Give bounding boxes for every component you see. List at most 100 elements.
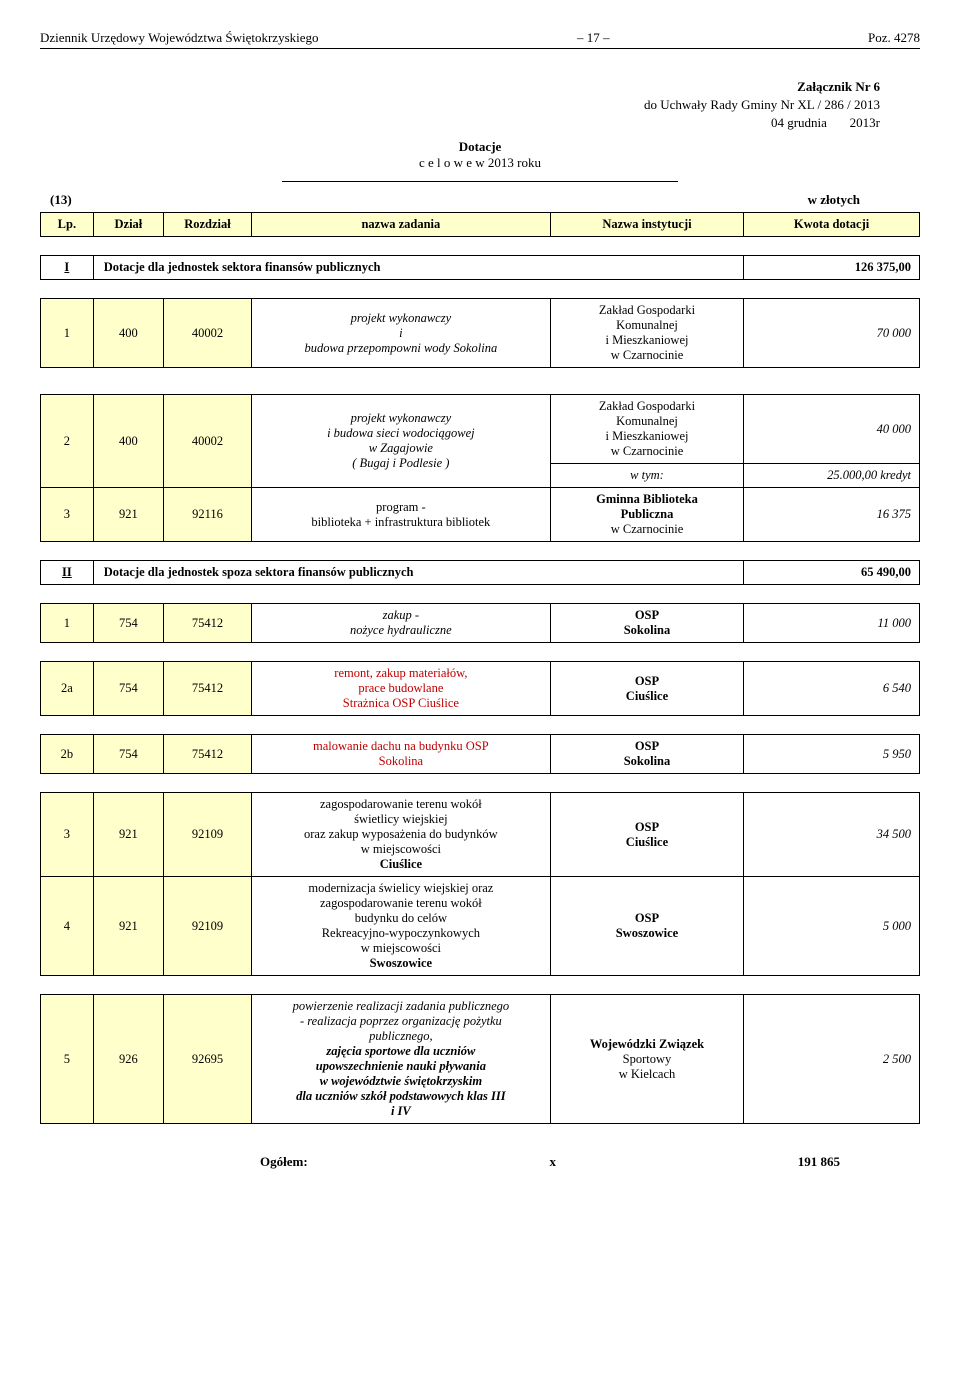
cell-dzial: 754 [93, 662, 163, 716]
cell-lp: 4 [41, 877, 94, 976]
table-row: 140040002projekt wykonawczyibudowa przep… [41, 299, 920, 368]
cell-zadanie: projekt wykonawczyibudowa przepompowni w… [251, 299, 550, 368]
cell-zadanie: powierzenie realizacji zadania publiczne… [251, 995, 550, 1124]
cell-instytucja: Zakład GospodarkiKomunalneji Mieszkaniow… [550, 395, 743, 464]
section1-row: I Dotacje dla jednostek sektora finansów… [41, 256, 920, 280]
attachment-line2: do Uchwały Rady Gminy Nr XL / 286 / 2013 [40, 97, 880, 113]
header-right: Poz. 4278 [868, 30, 920, 46]
cell-rozdzial: 92116 [164, 488, 252, 542]
column-header-row: Lp. Dział Rozdział nazwa zadania Nazwa i… [41, 213, 920, 237]
table-row: 2a75475412remont, zakup materiałów,prace… [40, 661, 920, 716]
table-row: 175475412zakup -nożyce hydrauliczneOSPSo… [40, 603, 920, 643]
cell-dzial: 921 [93, 488, 163, 542]
cell-kwota: 34 500 [744, 793, 920, 877]
cell-lp: 3 [41, 793, 94, 877]
table-row: 492192109modernizacja świelicy wiejskiej… [41, 877, 920, 976]
cell-rozdzial: 40002 [164, 299, 252, 368]
cell-instytucja: OSPSokolina [550, 735, 743, 774]
cell-instytucja: Wojewódzki ZwiązekSportowyw Kielcach [550, 995, 743, 1124]
cell-instytucja: Zakład GospodarkiKomunalneji Mieszkaniow… [550, 299, 743, 368]
cell-instytucja: Gminna BibliotekaPublicznaw Czarnocinie [550, 488, 743, 542]
cell-lp: 1 [41, 604, 94, 643]
cell-dzial: 400 [93, 299, 163, 368]
table-row: 2b75475412malowanie dachu na budynku OSP… [40, 734, 920, 774]
cell-zadanie: projekt wykonawczyi budowa sieci wodocią… [251, 395, 550, 488]
cell-rozdzial: 75412 [164, 604, 252, 643]
cell-rozdzial: 75412 [164, 662, 252, 716]
currency-label: w złotych [808, 192, 920, 208]
cell-instytucja: OSPSokolina [550, 604, 743, 643]
table-group: 392192109zagospodarowanie terenu wokółśw… [40, 792, 920, 976]
title-main: Dotacje [40, 139, 920, 155]
cell-rozdzial: 75412 [164, 735, 252, 774]
section2-row: II Dotacje dla jednostek spoza sektora f… [41, 561, 920, 585]
title-underline [282, 181, 678, 182]
col-rozdzial: Rozdział [164, 213, 252, 237]
cell-lp: 2 [41, 395, 94, 488]
section2-header: II Dotacje dla jednostek spoza sektora f… [40, 560, 920, 585]
attachment-heading: Załącznik Nr 6 do Uchwały Rady Gminy Nr … [40, 79, 880, 131]
attachment-line1: Załącznik Nr 6 [40, 79, 880, 95]
header-left: Dziennik Urzędowy Województwa Świętokrzy… [40, 30, 319, 46]
cell-sub-kwota: 25.000,00 kredyt [744, 464, 920, 488]
section1-amount: 126 375,00 [744, 256, 920, 280]
cell-zadanie: modernizacja świelicy wiejskiej orazzago… [251, 877, 550, 976]
cell-instytucja: OSPCiuślice [550, 793, 743, 877]
col-kwota: Kwota dotacji [744, 213, 920, 237]
cell-kwota: 70 000 [744, 299, 920, 368]
total-amount: 191 865 [798, 1154, 840, 1170]
col-dzial: Dział [93, 213, 163, 237]
cell-zadanie: remont, zakup materiałów,prace budowlane… [251, 662, 550, 716]
cell-lp: 1 [41, 299, 94, 368]
title-sub: c e l o w e w 2013 roku [40, 155, 920, 171]
cell-dzial: 754 [93, 604, 163, 643]
cell-rozdzial: 40002 [164, 395, 252, 488]
cell-zadanie: zakup -nożyce hydrauliczne [251, 604, 550, 643]
cell-lp: 2a [41, 662, 94, 716]
col-instytucja: Nazwa instytucji [550, 213, 743, 237]
table-row: 240040002projekt wykonawczyi budowa siec… [41, 395, 920, 464]
cell-sub-inst: w tym: [550, 464, 743, 488]
cell-dzial: 921 [93, 877, 163, 976]
cell-lp: 2b [41, 735, 94, 774]
cell-dzial: 926 [93, 995, 163, 1124]
attachment-year: 2013r [850, 115, 880, 130]
header-table: Lp. Dział Rozdział nazwa zadania Nazwa i… [40, 212, 920, 237]
cell-zadanie: zagospodarowanie terenu wokółświetlicy w… [251, 793, 550, 877]
total-x: x [549, 1154, 556, 1170]
col-zadanie: nazwa zadania [251, 213, 550, 237]
table-row: 392192116program -biblioteka + infrastru… [41, 488, 920, 542]
cell-instytucja: OSPSwoszowice [550, 877, 743, 976]
total-row: Ogółem: x 191 865 [40, 1154, 920, 1170]
page-header: Dziennik Urzędowy Województwa Świętokrzy… [40, 30, 920, 49]
cell-dzial: 400 [93, 395, 163, 488]
section1-header: I Dotacje dla jednostek sektora finansów… [40, 255, 920, 280]
cell-rozdzial: 92109 [164, 877, 252, 976]
cell-rozdzial: 92695 [164, 995, 252, 1124]
col-lp: Lp. [41, 213, 94, 237]
cell-instytucja: OSPCiuślice [550, 662, 743, 716]
section2-amount: 65 490,00 [744, 561, 920, 585]
section2-label: Dotacje dla jednostek spoza sektora fina… [93, 561, 743, 585]
table-row: 392192109zagospodarowanie terenu wokółśw… [41, 793, 920, 877]
section1-table: 140040002projekt wykonawczyibudowa przep… [40, 298, 920, 542]
cell-kwota: 16 375 [744, 488, 920, 542]
section2-num: II [41, 561, 94, 585]
cell-kwota: 5 000 [744, 877, 920, 976]
cell-dzial: 754 [93, 735, 163, 774]
section1-num: I [41, 256, 94, 280]
header-page: – 17 – [577, 30, 610, 46]
col13-label: (13) [40, 192, 72, 208]
cell-zadanie: malowanie dachu na budynku OSPSokolina [251, 735, 550, 774]
table-row: 592692695powierzenie realizacji zadania … [40, 994, 920, 1124]
attachment-date: 04 grudnia [771, 115, 827, 130]
cell-zadanie: program -biblioteka + infrastruktura bib… [251, 488, 550, 542]
total-label: Ogółem: [260, 1154, 308, 1170]
cell-kwota: 40 000 [744, 395, 920, 464]
cell-lp: 5 [41, 995, 94, 1124]
cell-kwota: 5 950 [744, 735, 920, 774]
cell-kwota: 2 500 [744, 995, 920, 1124]
cell-rozdzial: 92109 [164, 793, 252, 877]
cell-kwota: 11 000 [744, 604, 920, 643]
cell-lp: 3 [41, 488, 94, 542]
